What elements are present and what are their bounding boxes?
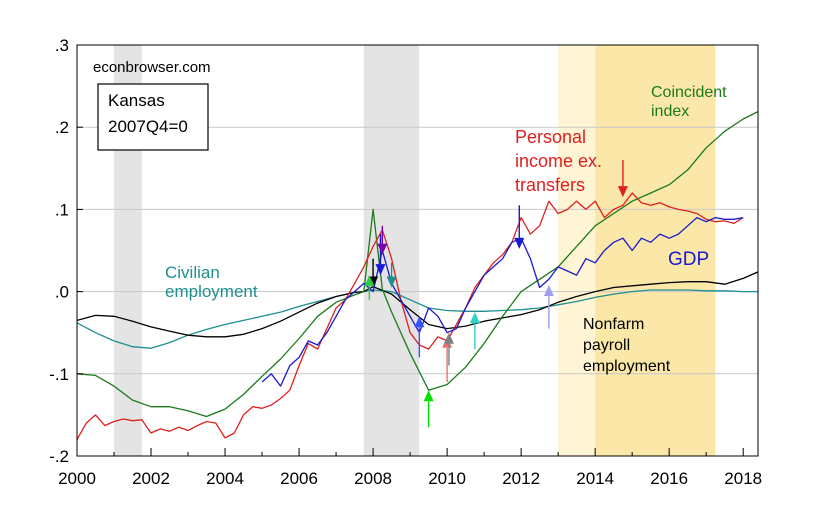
event-arrow-head-3 bbox=[375, 264, 386, 276]
event-arrow-head-7 bbox=[364, 275, 375, 287]
series-lines bbox=[77, 111, 758, 440]
shaded-bands bbox=[114, 45, 716, 456]
event-arrow-head-8 bbox=[414, 316, 425, 328]
series-label-0-line-0: Civilian bbox=[165, 263, 220, 282]
box-label-line-1: Kansas bbox=[108, 91, 165, 110]
x-tick-label-1: 2002 bbox=[132, 469, 170, 488]
event-arrow-12 bbox=[423, 390, 434, 428]
event-arrows bbox=[364, 160, 628, 428]
event-arrow-head-4 bbox=[377, 243, 388, 255]
series-label-3-line-1: income ex. bbox=[515, 151, 602, 171]
event-arrow-7 bbox=[364, 275, 375, 300]
event-arrow-1 bbox=[514, 205, 525, 249]
series-label-3-line-2: transfers bbox=[515, 175, 585, 195]
series-label-2-line-1: index bbox=[651, 103, 689, 120]
y-tick-label-5: .3 bbox=[55, 36, 69, 55]
series-label-1-line-0: Nonfarm bbox=[583, 316, 644, 333]
series-label-4-line-0: GDP bbox=[668, 249, 709, 270]
series-label-3-line-0: Personal bbox=[515, 127, 586, 147]
series-line-4 bbox=[261, 216, 744, 387]
x-tick-label-9: 2018 bbox=[724, 469, 762, 488]
event-arrow-2 bbox=[543, 285, 554, 329]
y-tick-label-2: .0 bbox=[55, 283, 69, 302]
y-axis: -.2 -.1 .0 .1 .2 .3 bbox=[49, 36, 83, 466]
highlight-band-light bbox=[558, 45, 596, 456]
x-axis: 2000 2002 2004 2006 2008 2010 2012 2014 2016 2018 bbox=[58, 448, 762, 488]
event-arrow-10 bbox=[443, 332, 454, 366]
series-label-1-line-1: payroll bbox=[583, 337, 630, 354]
box-label-line-2: 2007Q4=0 bbox=[108, 117, 188, 136]
series-labels: CivilianemploymentNonfarmpayrollemployme… bbox=[165, 84, 727, 375]
source-label: econbrowser.com bbox=[93, 59, 211, 76]
highlight-band-dark bbox=[595, 45, 716, 456]
plot-frame bbox=[76, 44, 759, 457]
series-label-0-line-1: employment bbox=[165, 282, 258, 301]
event-arrow-4 bbox=[377, 225, 388, 255]
event-arrow-head-12 bbox=[423, 390, 434, 402]
grid-lines bbox=[77, 126, 758, 375]
series-label-1-line-2: employment bbox=[583, 358, 671, 375]
series-label-2-line-0: Coincident bbox=[651, 84, 727, 101]
y-tick-label-0: -.2 bbox=[49, 447, 69, 466]
series-line-3 bbox=[77, 192, 744, 440]
series-line-1 bbox=[77, 271, 758, 338]
event-arrow-head-10 bbox=[443, 332, 454, 344]
recession-band-1 bbox=[363, 45, 420, 456]
x-tick-label-0: 2000 bbox=[58, 469, 96, 488]
event-arrow-head-0 bbox=[617, 186, 628, 198]
x-tick-label-4: 2008 bbox=[354, 469, 392, 488]
x-tick-label-8: 2016 bbox=[650, 469, 688, 488]
event-arrow-0 bbox=[617, 160, 628, 198]
event-arrow-head-2 bbox=[543, 285, 554, 297]
event-arrow-8 bbox=[414, 316, 425, 358]
event-arrow-6 bbox=[386, 262, 397, 288]
y-tick-label-4: .2 bbox=[55, 118, 69, 137]
y-tick-label-1: -.1 bbox=[49, 365, 69, 384]
event-arrow-head-6 bbox=[386, 276, 397, 288]
x-tick-label-5: 2010 bbox=[428, 469, 466, 488]
x-tick-label-6: 2012 bbox=[502, 469, 540, 488]
box-label-frame bbox=[97, 83, 209, 151]
series-line-0 bbox=[77, 289, 758, 349]
event-arrow-11 bbox=[469, 312, 480, 350]
x-tick-label-2: 2004 bbox=[206, 469, 244, 488]
x-tick-label-7: 2014 bbox=[576, 469, 614, 488]
event-arrow-head-11 bbox=[469, 312, 480, 324]
series-line-2 bbox=[77, 111, 758, 418]
x-tick-label-3: 2006 bbox=[280, 469, 318, 488]
event-arrow-head-1 bbox=[514, 237, 525, 249]
y-tick-label-3: .1 bbox=[55, 200, 69, 219]
